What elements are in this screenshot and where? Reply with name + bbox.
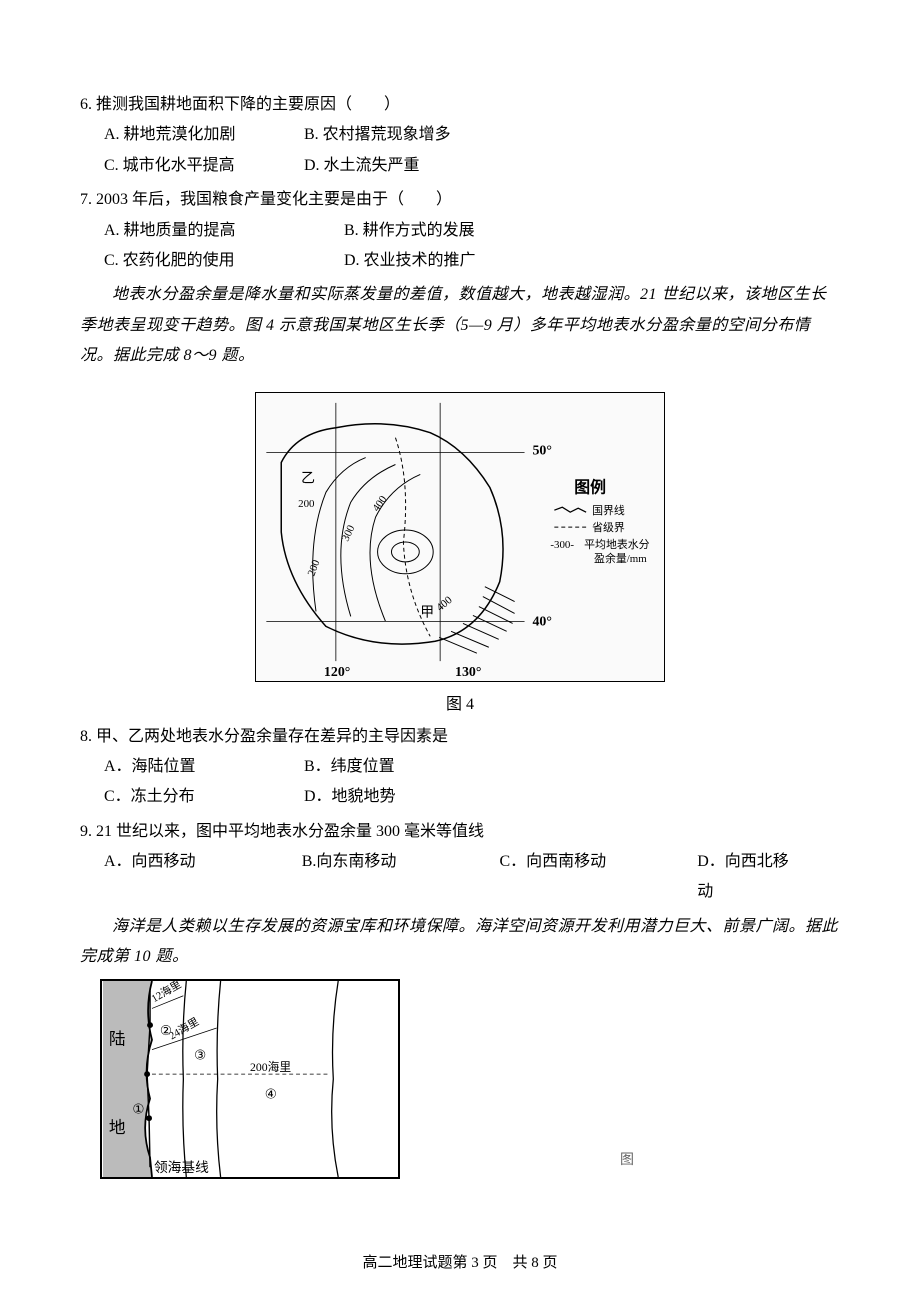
legend-contour-label1: 平均地表水分 [584,536,650,550]
q9-option-a: A．向西移动 [104,847,254,908]
contour-200a: 200 [306,557,323,577]
q7-option-a: A. 耕地质量的提高 [104,216,344,246]
fig5-land: 陆 [109,1029,126,1048]
lon-130: 130° [455,665,481,680]
legend-contour-label2: 盈余量/mm [594,550,647,564]
q6-option-d: D. 水土流失严重 [304,151,420,181]
q6-options: A. 耕地荒漠化加剧 B. 农村撂荒现象增多 C. 城市化水平提高 D. 水土流… [80,120,840,181]
fig5-n1: ① [132,1101,144,1116]
page-footer: 高二地理试题第 3 页 共 8 页 [0,1251,920,1272]
legend-title: 图例 [574,477,606,496]
legend-contour: -300- [550,538,574,550]
q6-option-b: B. 农村撂荒现象增多 [304,120,451,150]
fig5-200: 200海里 [250,1060,291,1074]
q9-option-d: D．向西北移动 [697,847,792,908]
legend-province: 省级界 [592,521,625,534]
label-jia: 甲 [420,605,434,620]
q7-options: A. 耕地质量的提高 B. 耕作方式的发展 C. 农药化肥的使用 D. 农业技术… [80,216,840,277]
fig5-12: 12海里 [149,981,184,1005]
q8-option-a: A．海陆位置 [104,752,304,782]
figure-5-container: 陆 地 领海基线 ① ② ③ ④ 12海里 24海里 200海里 图 [80,979,840,1179]
q8-option-b: B．纬度位置 [304,752,395,782]
fig5-baseline: 领海基线 [154,1159,209,1175]
q7-option-b: B. 耕作方式的发展 [344,216,475,246]
contour-200b: 200 [298,498,315,510]
label-yi: 乙 [301,470,315,486]
figure-5-side-label: 图 [620,1149,634,1169]
q6-option-c: C. 城市化水平提高 [104,151,304,181]
question-7: 7. 2003 年后，我国粮食产量变化主要是由于（ ） A. 耕地质量的提高 B… [80,185,840,276]
q9-option-c: C．向西南移动 [500,847,650,908]
q8-option-d: D．地貌地势 [304,782,396,812]
lat-50: 50° [532,443,551,458]
q7-option-d: D. 农业技术的推广 [344,246,476,276]
fig5-n3: ③ [194,1047,206,1062]
figure-4-caption: 图 4 [80,690,840,714]
figure-4: 200 300 400 400 200 乙 甲 50° 40° 120° 130… [255,392,665,682]
figure-5-svg: 陆 地 领海基线 ① ② ③ ④ 12海里 24海里 200海里 [102,981,398,1177]
fig5-ground: 地 [109,1118,126,1137]
q9-stem: 9. 21 世纪以来，图中平均地表水分盈余量 300 毫米等值线 [80,817,840,847]
question-9: 9. 21 世纪以来，图中平均地表水分盈余量 300 毫米等值线 A．向西移动 … [80,817,840,908]
lon-120: 120° [324,665,350,680]
fig5-n4: ④ [265,1086,277,1101]
q7-option-c: C. 农药化肥的使用 [104,246,344,276]
q8-options: A．海陆位置 B．纬度位置 C．冻土分布 D．地貌地势 [80,752,840,813]
legend-boundary: 国界线 [592,503,625,517]
q6-stem: 6. 推测我国耕地面积下降的主要原因（ ） [80,90,840,120]
passage-1: 地表水分盈余量是降水量和实际蒸发量的差值，数值越大，地表越湿润。21 世纪以来，… [80,280,840,371]
figure-4-svg: 200 300 400 400 200 乙 甲 50° 40° 120° 130… [256,393,664,681]
q8-option-c: C．冻土分布 [104,782,304,812]
q6-option-a: A. 耕地荒漠化加剧 [104,120,304,150]
figure-4-container: 200 300 400 400 200 乙 甲 50° 40° 120° 130… [80,392,840,714]
contour-400b: 400 [434,593,455,613]
passage-2: 海洋是人类赖以生存发展的资源宝库和环境保障。海洋空间资源开发利用潜力巨大、前景广… [80,912,840,973]
figure-5: 陆 地 领海基线 ① ② ③ ④ 12海里 24海里 200海里 [100,979,400,1179]
q8-stem: 8. 甲、乙两处地表水分盈余量存在差异的主导因素是 [80,722,840,752]
contour-300: 300 [340,522,358,542]
question-8: 8. 甲、乙两处地表水分盈余量存在差异的主导因素是 A．海陆位置 B．纬度位置 … [80,722,840,813]
q9-option-b: B.向东南移动 [302,847,452,908]
question-6: 6. 推测我国耕地面积下降的主要原因（ ） A. 耕地荒漠化加剧 B. 农村撂荒… [80,90,840,181]
contour-400a: 400 [370,493,390,514]
q7-stem: 7. 2003 年后，我国粮食产量变化主要是由于（ ） [80,185,840,215]
q9-options: A．向西移动 B.向东南移动 C．向西南移动 D．向西北移动 [80,847,840,908]
lat-40: 40° [532,614,551,629]
